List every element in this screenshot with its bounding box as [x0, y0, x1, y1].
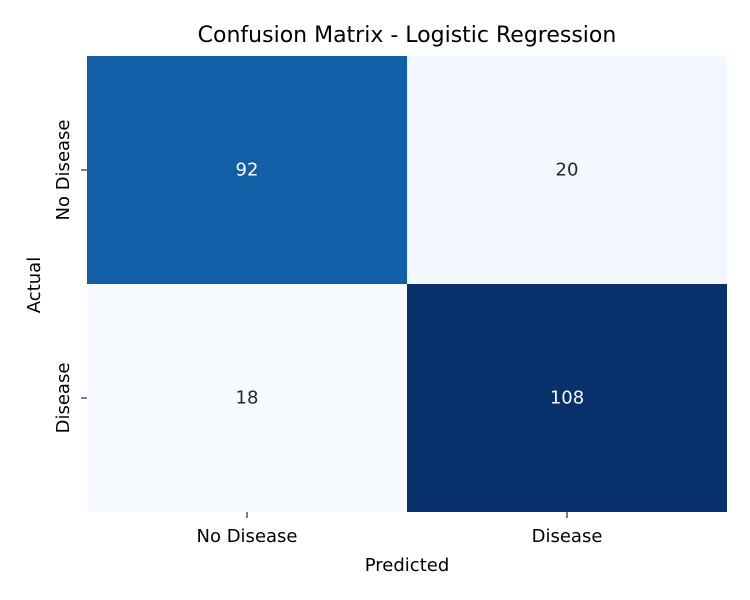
x-axis-ticks: No Disease Disease: [197, 512, 603, 547]
y-axis-ticks: No Disease Disease: [53, 120, 87, 434]
cell-value-label: 18: [236, 388, 259, 409]
heatmap-cell: [407, 56, 727, 284]
heatmap-cells: 92 20 18 108: [87, 56, 727, 512]
x-tick-label: Disease: [532, 526, 603, 547]
cell-value-label: 92: [236, 160, 259, 181]
y-axis-label: Actual: [24, 257, 45, 313]
cell-value-label: 20: [556, 160, 579, 181]
x-axis-label: Predicted: [365, 555, 450, 576]
chart-title: Confusion Matrix - Logistic Regression: [198, 23, 617, 48]
x-tick-label: No Disease: [197, 526, 298, 547]
heatmap-cell: [87, 56, 407, 284]
cell-value-label: 108: [550, 388, 584, 409]
heatmap-cell: [407, 284, 727, 512]
y-tick-label: No Disease: [53, 120, 74, 221]
heatmap-cell: [87, 284, 407, 512]
y-tick-label: Disease: [53, 363, 74, 434]
